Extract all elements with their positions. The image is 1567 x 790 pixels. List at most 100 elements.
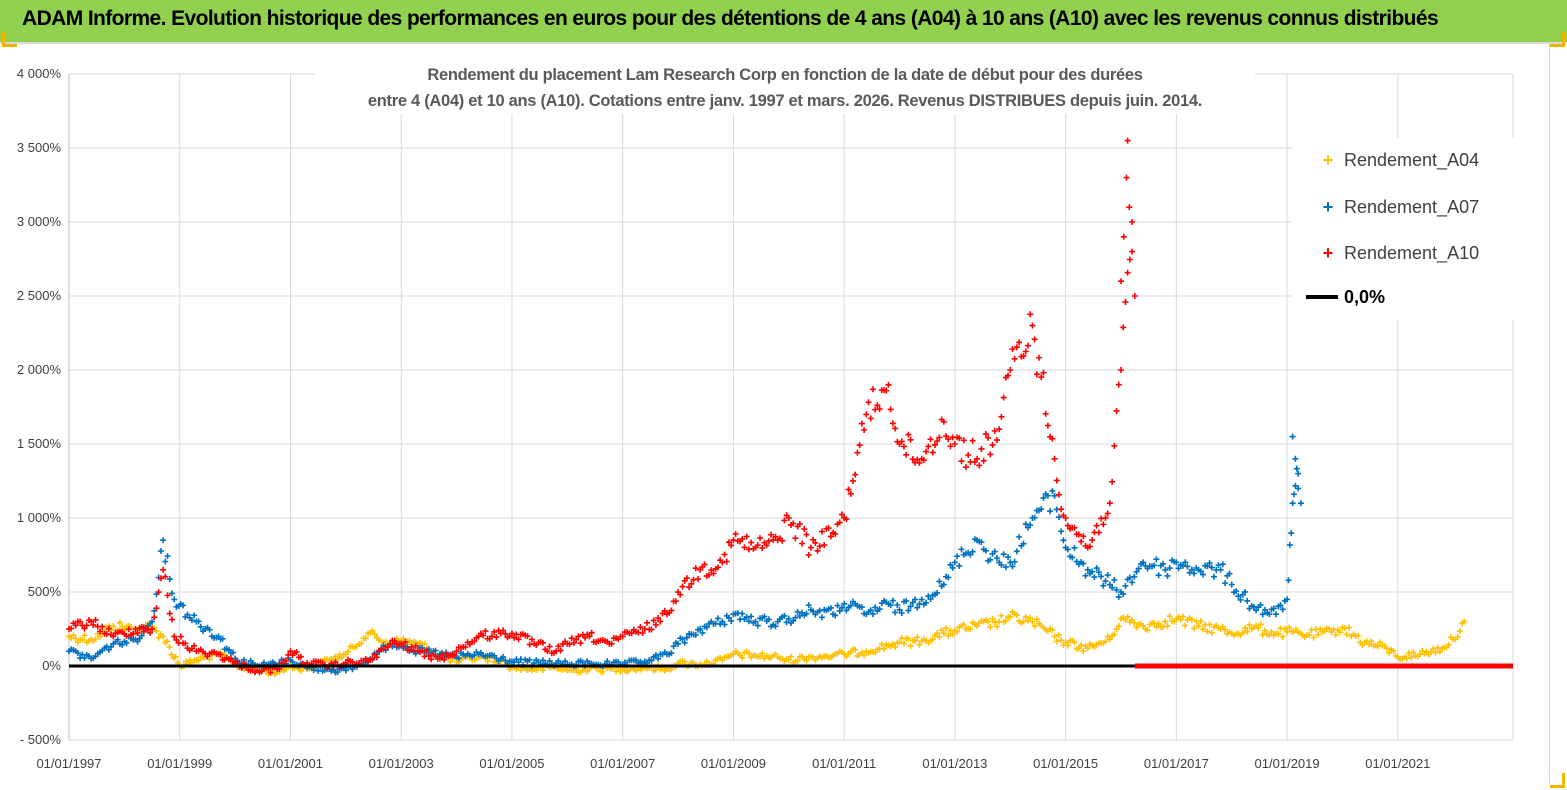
point-a07: [1233, 588, 1240, 595]
point-a10: [1005, 372, 1012, 379]
point-a07: [515, 659, 522, 666]
point-a10: [160, 566, 167, 573]
point-a04: [803, 657, 810, 664]
point-a10: [77, 618, 84, 625]
point-a10: [644, 619, 651, 626]
point-a07: [500, 653, 507, 660]
point-a10: [528, 636, 535, 643]
point-a10: [500, 627, 507, 634]
point-a04: [1279, 633, 1286, 640]
point-a10: [951, 441, 958, 447]
point-a10: [701, 561, 708, 568]
point-a07: [1295, 485, 1302, 492]
point-a04: [400, 635, 407, 642]
point-a10: [719, 559, 726, 566]
point-a10: [1020, 353, 1027, 360]
point-a10: [217, 651, 224, 658]
point-a04: [362, 635, 369, 642]
point-a04: [998, 612, 1005, 619]
x-tick-label: 01/01/2017: [1144, 756, 1209, 771]
point-a04: [406, 637, 413, 644]
point-a10: [1040, 369, 1047, 376]
y-tick-label: 1 500%: [17, 436, 62, 451]
point-a07: [675, 640, 682, 647]
point-a10: [723, 558, 730, 565]
point-a07: [1162, 566, 1169, 573]
point-a10: [628, 630, 635, 637]
point-a10: [903, 451, 910, 458]
point-a04: [1408, 654, 1415, 661]
frame-right-border: [1549, 44, 1550, 784]
point-a07: [1013, 548, 1020, 555]
point-a07: [119, 641, 126, 648]
point-a10: [790, 520, 797, 527]
point-a07: [752, 618, 759, 625]
point-a10: [710, 570, 717, 577]
point-a04: [1075, 645, 1082, 652]
point-a07: [1109, 584, 1116, 591]
point-a10: [799, 540, 806, 547]
point-a10: [555, 643, 562, 650]
point-a10: [546, 643, 553, 650]
point-a07: [1295, 470, 1302, 477]
point-a10: [182, 640, 189, 647]
point-a07: [191, 612, 198, 619]
chart-area: - 500% 0% 500% 1 000% 1 500% 2 000% 2 500% 3 00…: [17, 66, 1514, 771]
point-a07: [1131, 573, 1138, 580]
point-a10: [637, 624, 644, 631]
point-a10: [883, 387, 890, 394]
point-a04: [92, 635, 99, 642]
point-a10: [679, 583, 686, 590]
point-a04: [945, 632, 952, 639]
point-a10: [779, 537, 786, 544]
point-a10: [1126, 204, 1133, 211]
point-a10: [146, 629, 153, 636]
point-a04: [371, 631, 378, 638]
point-a10: [577, 640, 584, 647]
point-a10: [138, 623, 145, 630]
point-a07: [1188, 566, 1195, 573]
point-a04: [1332, 631, 1339, 638]
point-a07: [998, 561, 1005, 568]
point-a07: [1222, 580, 1229, 587]
point-a10: [756, 535, 763, 542]
point-a10: [92, 616, 99, 623]
point-a10: [991, 427, 998, 434]
point-a10: [428, 656, 435, 663]
point-a04: [1124, 613, 1131, 620]
point-a04: [896, 639, 903, 646]
point-a07: [1095, 569, 1102, 576]
point-a07: [1126, 574, 1133, 581]
point-a07: [772, 623, 779, 630]
point-a10: [978, 445, 985, 452]
point-a04: [989, 615, 996, 622]
x-tick-label: 01/01/2005: [479, 756, 544, 771]
point-a07: [166, 576, 173, 583]
point-a07: [1215, 562, 1222, 569]
point-a07: [1279, 606, 1286, 613]
point-a10: [247, 667, 254, 674]
point-a04: [116, 619, 123, 626]
point-a10: [765, 538, 772, 545]
point-a07: [310, 667, 317, 674]
point-a10: [887, 406, 894, 413]
point-a10: [1007, 367, 1014, 373]
point-a10: [927, 436, 934, 443]
point-a04: [1310, 634, 1317, 641]
point-a10: [863, 411, 870, 418]
point-a10: [772, 533, 779, 540]
point-a10: [557, 647, 564, 654]
point-a07: [1011, 558, 1018, 565]
point-a04: [1031, 623, 1038, 630]
point-a10: [1058, 506, 1065, 513]
point-a04: [1131, 619, 1138, 626]
point-a07: [905, 607, 912, 614]
point-a10: [803, 531, 810, 538]
point-a07: [792, 614, 799, 621]
point-a10: [1109, 478, 1116, 485]
point-a10: [639, 630, 646, 637]
point-a07: [164, 553, 171, 560]
point-a07: [1219, 561, 1226, 568]
point-a04: [1354, 632, 1361, 639]
point-a07: [982, 547, 989, 554]
